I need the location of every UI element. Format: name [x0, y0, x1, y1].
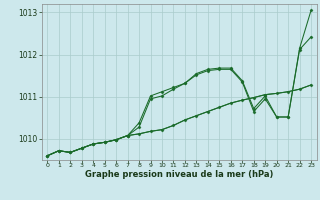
X-axis label: Graphe pression niveau de la mer (hPa): Graphe pression niveau de la mer (hPa)	[85, 170, 273, 179]
